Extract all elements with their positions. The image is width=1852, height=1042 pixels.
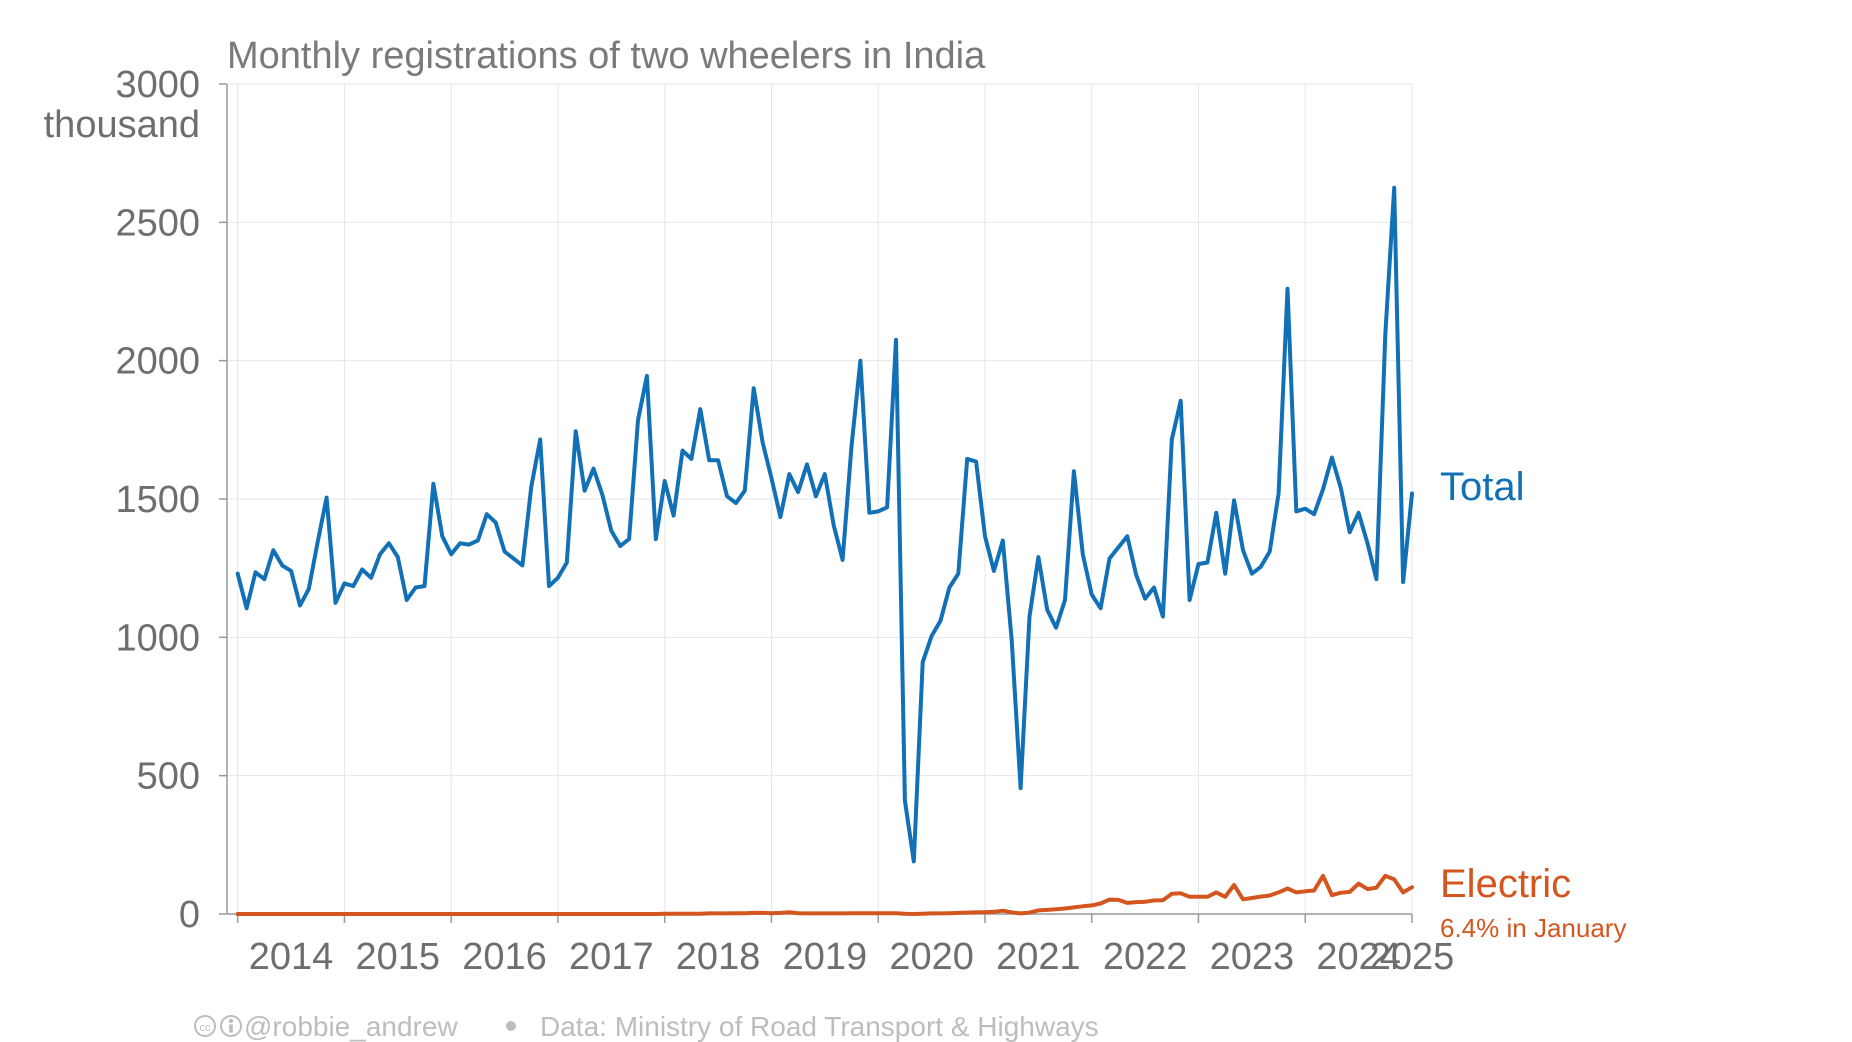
x-tick-label: 2019 (783, 936, 868, 978)
series-line-total (235, 185, 1414, 864)
series-lines (235, 185, 1414, 916)
credit-author: @robbie_andrew (244, 1011, 458, 1042)
y-tick-label: 500 (137, 756, 200, 798)
x-tick-label: 2025 (1370, 936, 1455, 978)
x-tick-label: 2023 (1210, 936, 1295, 978)
x-tick-label: 2016 (462, 936, 547, 978)
x-tick-label: 2017 (569, 936, 654, 978)
series-label-total: Total (1440, 465, 1525, 509)
credit-source: Data: Ministry of Road Transport & Highw… (540, 1011, 1099, 1042)
electric-share-annotation: 6.4% in January (1440, 913, 1626, 943)
x-tick-label: 2020 (889, 936, 974, 978)
attribution-icon-head (228, 1018, 234, 1024)
y-tick-label: 0 (179, 894, 200, 936)
x-tick-label: 2022 (1103, 936, 1188, 978)
y-tick-label: 3000 (115, 64, 200, 106)
y-tick-label: 1500 (115, 479, 200, 521)
y-axis-ticks: 0 500 1000 1500 2000 2500 3000 (115, 64, 227, 936)
cc-license-icon (194, 1015, 216, 1037)
y-axis-unit-label: thousand (44, 104, 200, 146)
attribution-icon (220, 1015, 242, 1037)
chart-title: Monthly registrations of two wheelers in… (227, 35, 986, 77)
gridlines (227, 83, 1413, 915)
series-label-electric: Electric (1440, 862, 1571, 906)
attribution-icon-body (229, 1024, 233, 1033)
credit-line: cc @robbie_andrew Data: Ministry of Road… (194, 1011, 1099, 1042)
x-tick-label: 2015 (356, 936, 441, 978)
x-tick-label: 2018 (676, 936, 761, 978)
separator-dot (506, 1021, 516, 1031)
x-tick-label: 2021 (996, 936, 1081, 978)
y-tick-label: 2000 (115, 341, 200, 383)
y-tick-label: 1000 (115, 617, 200, 659)
cc-license-icon-text: cc (200, 1022, 212, 1034)
x-tick-label: 2014 (249, 936, 334, 978)
series-line-electric (235, 873, 1414, 916)
y-tick-label: 2500 (115, 202, 200, 244)
x-tick-label: 2024 (1316, 936, 1401, 978)
x-axis-ticks: 2014 2015 2016 2017 2018 2019 2020 2021 2022 2023… (236, 914, 1455, 978)
